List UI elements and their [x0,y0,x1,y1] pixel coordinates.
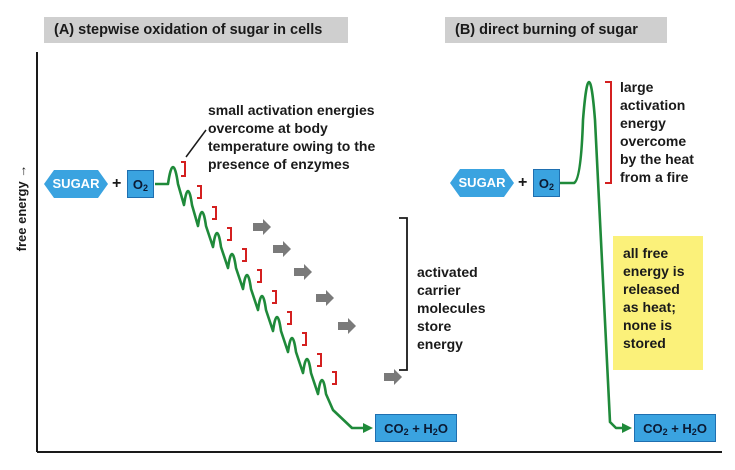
plus-sign-a: + [112,175,122,192]
h2o-o-b: O [696,421,707,436]
carrier-bracket [399,217,408,371]
y-axis-label: free energy → [14,164,29,252]
o2-sub-a: 2 [143,183,149,193]
o2-sub-b: 2 [549,182,555,192]
activation-brackets [181,161,337,385]
stepwise-arrowhead [363,423,373,433]
o2-label-a: O [132,177,144,192]
note-line: large [620,79,654,95]
note-line: presence of enzymes [208,156,350,172]
h2o-plus-b: + H [667,421,692,436]
panel-a-title: (A) stepwise oxidation of sugar in cells [44,17,348,43]
note-line: none is [623,317,673,333]
o2-box-a: O2 [127,170,154,198]
note-line: activated [417,264,478,280]
h2o-sub-b: 2 [691,427,697,437]
o2-label-b: O [538,176,550,191]
h2o-sub-a: 2 [432,427,438,437]
note-line: energy [620,115,666,131]
burning-arrowhead [622,423,632,433]
plus-sign-b: + [518,174,528,191]
co2-label-b: CO [643,421,663,436]
stepwise-pathway [155,165,365,430]
note-line: activation [620,97,686,113]
sugar-box-b: SUGAR [450,169,514,197]
heat-released-note: all free energy is released as heat; non… [613,236,703,370]
large-activation-bracket [605,81,612,184]
burning-pathway [560,80,624,430]
note-line: energy is [623,263,685,279]
o2-box-b: O2 [533,169,560,197]
large-activation-note: large activation energy overcome by the … [620,78,694,186]
carrier-molecules-note: activated carrier molecules store energy [417,263,485,353]
note-line: energy [417,336,463,352]
note-line: overcome [620,133,687,149]
co2-sub-a: 2 [403,427,409,437]
h2o-plus-a: + H [408,421,433,436]
note-line: all free [623,245,669,261]
co2-sub-b: 2 [662,427,668,437]
note-line: from a fire [620,169,689,185]
activation-pointer [185,129,207,158]
note-line: store [417,318,452,334]
note-line: released [623,281,680,297]
note-line: by the heat [620,151,694,167]
note-line: small activation energies [208,102,375,118]
small-activation-note: small activation energies overcome at bo… [208,101,375,173]
product-box-a: CO2 + H2O [375,414,457,442]
note-line: as heat; [623,299,676,315]
carrier-arrows [253,219,402,385]
note-line: temperature owing to the [208,138,376,154]
note-line: overcome at body [208,120,328,136]
co2-label-a: CO [384,421,404,436]
h2o-o-a: O [437,421,448,436]
sugar-box-a: SUGAR [44,170,108,198]
product-box-b: CO2 + H2O [634,414,716,442]
panel-b-title: (B) direct burning of sugar [445,17,667,43]
note-line: molecules [417,300,486,316]
note-line: carrier [417,282,461,298]
note-line: stored [623,335,666,351]
